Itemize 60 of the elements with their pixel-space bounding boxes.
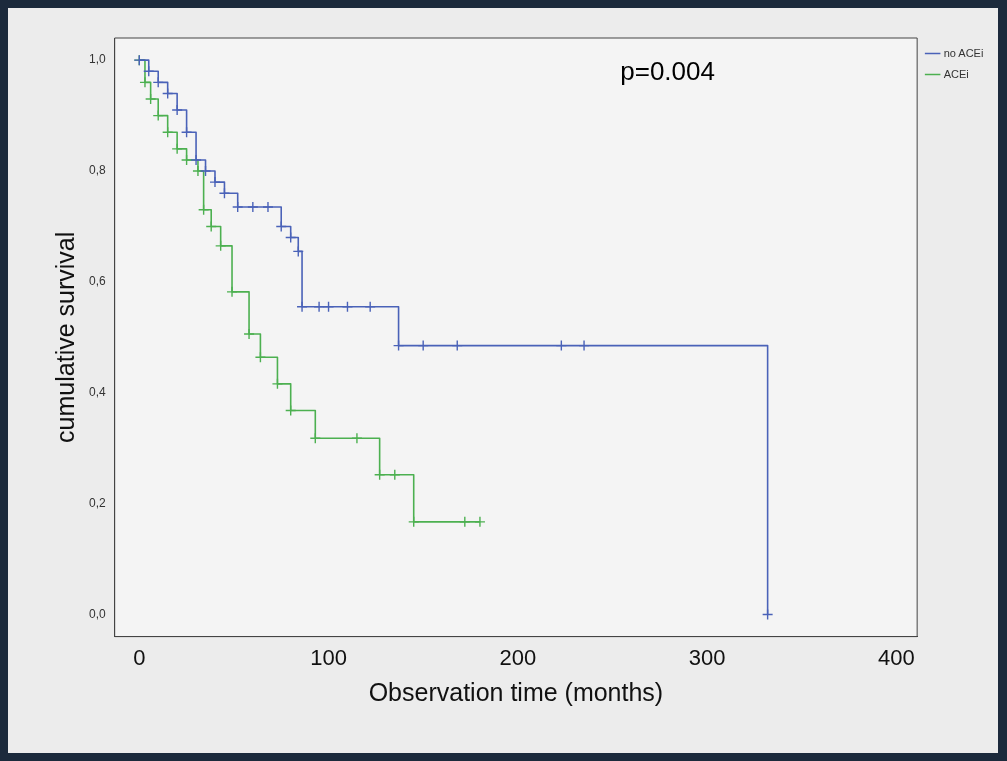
annotation: p=0.004: [620, 56, 715, 87]
x-tick-label: 200: [499, 644, 537, 670]
point: [296, 301, 308, 313]
point: [254, 351, 267, 363]
x-axis-title: Observation time (months): [368, 677, 664, 706]
x-tick-label: 400: [877, 644, 915, 670]
point: [139, 76, 151, 89]
point: [761, 608, 774, 621]
point: [180, 126, 193, 138]
point: [152, 109, 164, 122]
point: [247, 201, 259, 213]
point: [284, 231, 297, 244]
point: [143, 65, 155, 77]
point: [262, 201, 274, 213]
y-axis-title: cumulative survival: [50, 231, 79, 443]
x-tick-label: 0: [133, 644, 146, 670]
point: [205, 220, 217, 233]
point: [171, 143, 183, 155]
point: [474, 516, 486, 528]
point: [171, 104, 183, 116]
point: [271, 378, 284, 390]
x-tick-label: 300: [688, 644, 726, 670]
point: [392, 339, 405, 352]
legend-label: no ACEi: [943, 46, 984, 59]
point: [292, 245, 304, 258]
y-tick-label: 0,6: [88, 274, 106, 289]
point: [214, 240, 227, 252]
point: [161, 126, 174, 138]
point: [275, 220, 287, 233]
point: [192, 165, 204, 177]
point: [373, 469, 386, 481]
point: [144, 93, 157, 105]
point: [389, 469, 401, 481]
point: [232, 201, 244, 213]
point: [309, 432, 321, 444]
y-tick-label: 0,0: [88, 606, 106, 621]
point: [199, 165, 212, 177]
point: [341, 301, 354, 313]
point: [451, 339, 463, 352]
point: [180, 154, 193, 166]
point: [364, 301, 376, 313]
point: [459, 516, 471, 528]
point: [351, 432, 363, 444]
y-tick-label: 0,4: [88, 385, 106, 400]
point: [226, 286, 238, 298]
legend-label: ACEi: [943, 67, 969, 80]
point: [284, 404, 297, 417]
y-tick-label: 0,2: [88, 495, 106, 510]
x-tick-label: 100: [310, 644, 347, 670]
point: [322, 301, 335, 313]
point: [408, 516, 420, 528]
point: [218, 187, 231, 199]
point: [197, 204, 210, 216]
y-tick-label: 0,8: [88, 163, 106, 178]
point: [161, 87, 174, 100]
point: [190, 154, 202, 166]
point: [555, 339, 568, 352]
point: [243, 328, 255, 340]
y-tick-label: 1,0: [88, 52, 106, 67]
point: [209, 176, 221, 188]
